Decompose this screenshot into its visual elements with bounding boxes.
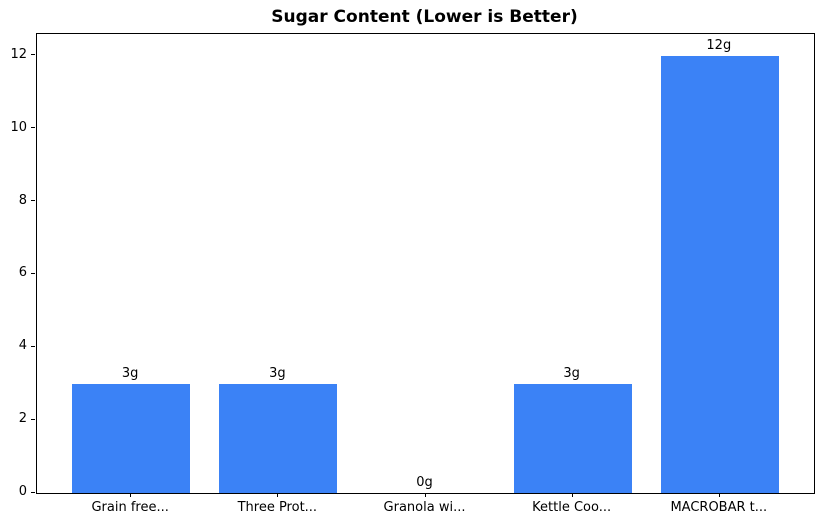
y-tick-label: 8 xyxy=(18,192,27,208)
x-tick-label: Three Prot... xyxy=(237,500,318,515)
bar xyxy=(219,383,338,493)
x-tick-mark xyxy=(718,493,720,497)
bar-value-label: 0g xyxy=(416,475,433,490)
chart-title: Sugar Content (Lower is Better) xyxy=(271,7,578,27)
x-tick-label: MACROBAR t... xyxy=(670,500,768,515)
plot-area xyxy=(36,33,815,494)
y-tick-mark xyxy=(31,345,35,347)
x-tick-label: Kettle Coo... xyxy=(532,500,612,515)
y-tick-label: 4 xyxy=(18,338,27,354)
y-tick-label: 12 xyxy=(10,46,27,62)
bar xyxy=(72,383,191,493)
bar-value-label: 12g xyxy=(706,37,732,53)
y-tick-mark xyxy=(31,200,35,202)
bar xyxy=(513,383,632,493)
bar xyxy=(660,55,779,493)
bar-value-label: 3g xyxy=(121,365,139,381)
y-tick-label: 0 xyxy=(18,484,27,499)
y-tick-mark xyxy=(31,491,35,493)
x-tick-mark xyxy=(130,493,132,497)
x-tick-label: Grain free... xyxy=(91,500,169,515)
y-tick-label: 6 xyxy=(18,265,27,281)
x-tick-mark xyxy=(277,493,279,497)
x-tick-label: Granola wi... xyxy=(383,500,466,515)
y-tick-mark xyxy=(31,418,35,420)
bar-value-label: 3g xyxy=(269,365,286,381)
y-tick-mark xyxy=(31,54,35,56)
y-tick-label: 2 xyxy=(18,411,27,427)
y-tick-mark xyxy=(31,272,35,274)
y-tick-label: 10 xyxy=(10,119,27,135)
y-tick-mark xyxy=(31,127,35,129)
x-tick-mark xyxy=(571,493,573,497)
bar-value-label: 3g xyxy=(563,365,580,381)
x-tick-mark xyxy=(424,493,426,497)
